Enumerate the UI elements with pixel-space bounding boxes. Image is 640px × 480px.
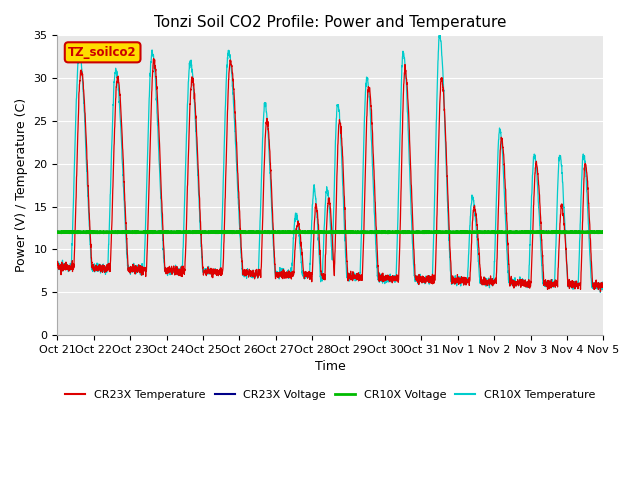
- Legend: CR23X Temperature, CR23X Voltage, CR10X Voltage, CR10X Temperature: CR23X Temperature, CR23X Voltage, CR10X …: [61, 385, 600, 404]
- X-axis label: Time: Time: [315, 360, 346, 373]
- Title: Tonzi Soil CO2 Profile: Power and Temperature: Tonzi Soil CO2 Profile: Power and Temper…: [154, 15, 507, 30]
- Y-axis label: Power (V) / Temperature (C): Power (V) / Temperature (C): [15, 98, 28, 272]
- Text: TZ_soilco2: TZ_soilco2: [68, 46, 137, 59]
